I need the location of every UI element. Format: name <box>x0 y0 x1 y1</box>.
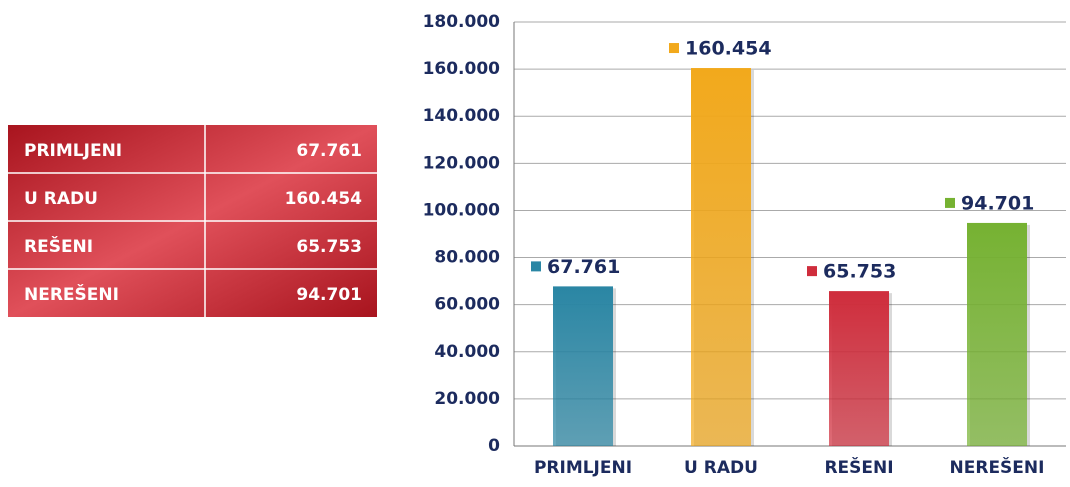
y-tick-label: 160.000 <box>423 59 501 79</box>
x-tick-label: REŠENI <box>824 456 893 478</box>
label-marker <box>531 261 541 272</box>
row-label: U RADU <box>24 189 98 209</box>
value-label: 67.761 <box>547 256 620 278</box>
bar <box>967 222 1027 446</box>
value-label: 160.454 <box>685 38 772 60</box>
row-label: REŠENI <box>24 235 93 257</box>
y-tick-label: 0 <box>488 436 500 456</box>
x-tick-label: NEREŠENI <box>950 456 1045 478</box>
row-label: PRIMLJENI <box>24 141 122 161</box>
y-tick-label: 120.000 <box>423 153 501 173</box>
row-value: 65.753 <box>296 237 362 257</box>
value-label: 65.753 <box>823 261 896 283</box>
bar <box>553 286 613 446</box>
x-tick-label: U RADU <box>684 458 758 478</box>
y-tick-label: 180.000 <box>423 12 501 32</box>
bar <box>829 291 889 446</box>
y-tick-label: 20.000 <box>434 389 500 409</box>
x-tick-label: PRIMLJENI <box>534 458 632 478</box>
y-tick-label: 100.000 <box>423 200 501 220</box>
label-marker <box>807 266 817 277</box>
y-tick-label: 80.000 <box>434 248 500 268</box>
value-label: 94.701 <box>961 192 1034 214</box>
row-value: 67.761 <box>296 141 362 161</box>
label-marker <box>669 43 679 54</box>
row-value: 160.454 <box>285 189 363 209</box>
row-label: NEREŠENI <box>24 283 119 305</box>
y-tick-label: 140.000 <box>423 106 501 126</box>
y-tick-label: 40.000 <box>434 342 500 362</box>
row-value: 94.701 <box>296 285 362 305</box>
table: PRIMLJENI 67.761 U RADU 160.454 REŠENI 65.753… <box>8 125 377 317</box>
y-tick-label: 60.000 <box>434 295 500 315</box>
bar <box>691 68 751 446</box>
label-marker <box>945 197 955 208</box>
